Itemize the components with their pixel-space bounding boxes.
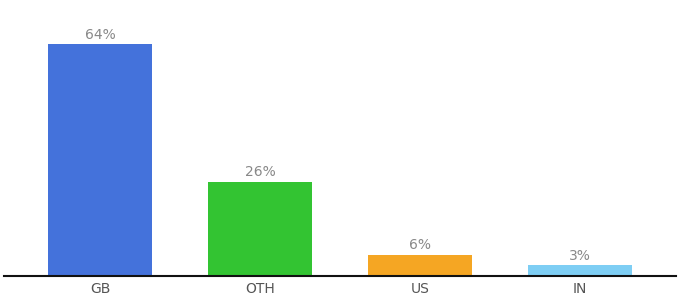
Text: 26%: 26% [245, 165, 275, 179]
Bar [48, 44, 152, 276]
Bar [208, 182, 312, 276]
Text: 64%: 64% [85, 28, 116, 41]
Bar [528, 266, 632, 276]
Text: 3%: 3% [569, 249, 591, 263]
Text: 6%: 6% [409, 238, 431, 252]
Bar [368, 254, 472, 276]
